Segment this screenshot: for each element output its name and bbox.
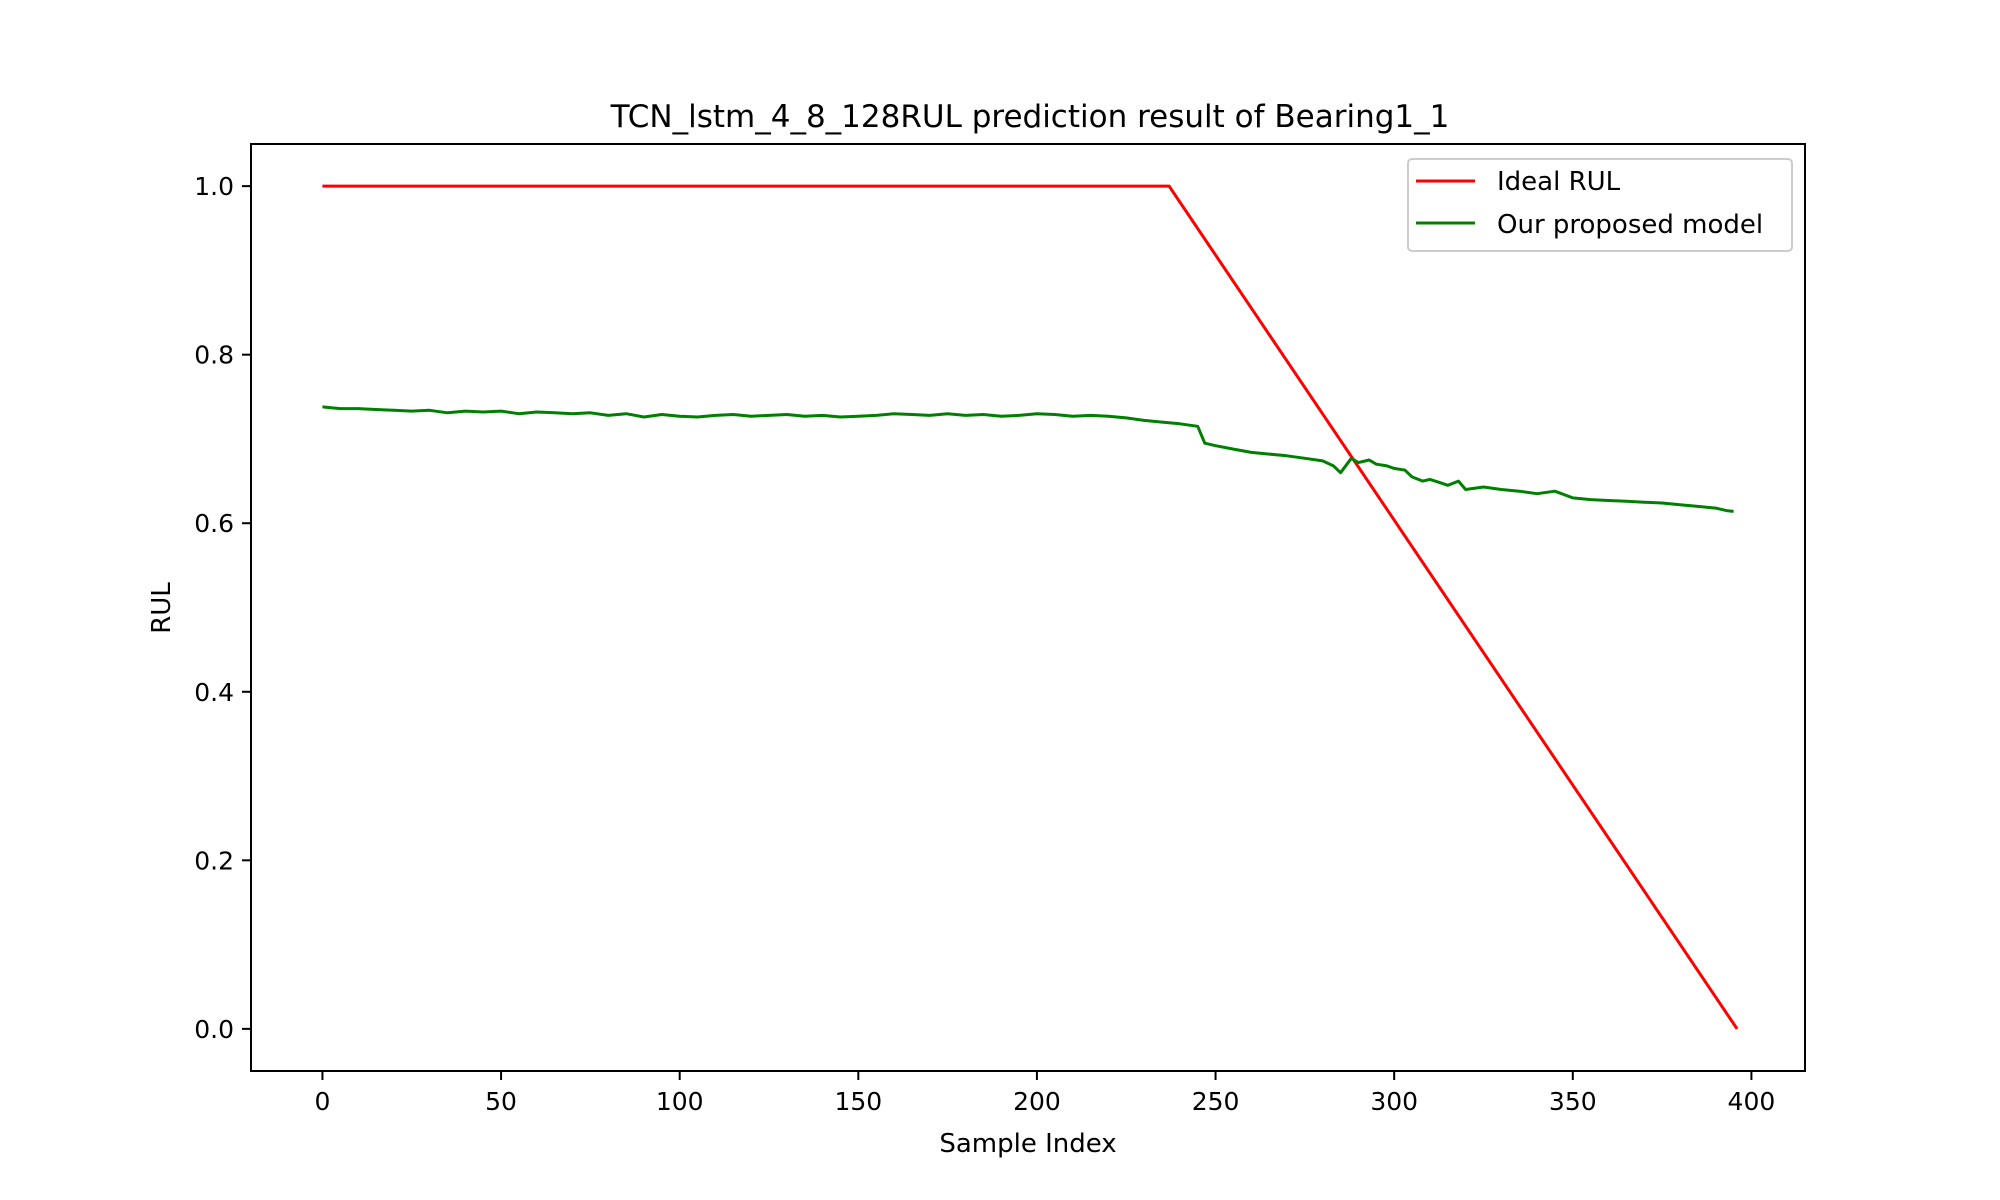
x-tick-label: 400: [1728, 1087, 1776, 1116]
legend: Ideal RUL Our proposed model: [1407, 158, 1793, 252]
y-tick-label: 0.0: [194, 1015, 234, 1044]
x-tick-label: 250: [1192, 1087, 1240, 1116]
series-line-1: [322, 405, 1734, 513]
y-tick-label: 1.0: [194, 172, 234, 201]
x-tick-label: 300: [1370, 1087, 1418, 1116]
y-tick-label: 0.8: [194, 341, 234, 370]
plot-lines: [322, 184, 1739, 1030]
y-axis-label: RUL: [147, 582, 177, 634]
x-axis-label: Sample Index: [939, 1129, 1116, 1159]
x-tick-label: 0: [314, 1087, 330, 1116]
y-axis-ticks: 0.0 0.2 0.4 0.6 0.8 1.0: [194, 172, 251, 1044]
y-tick-label: 0.6: [194, 509, 234, 538]
legend-label-ideal-rul: Ideal RUL: [1497, 167, 1621, 197]
y-tick-label: 0.2: [194, 846, 234, 875]
chart-title: TCN_lstm_4_8_128RUL prediction result of…: [610, 99, 1450, 135]
legend-label-proposed-model: Our proposed model: [1497, 210, 1763, 240]
x-tick-label: 200: [1013, 1087, 1061, 1116]
x-tick-label: 50: [485, 1087, 517, 1116]
series-line-0: [322, 184, 1739, 1030]
x-tick-label: 150: [834, 1087, 882, 1116]
y-tick-label: 0.4: [194, 678, 234, 707]
x-tick-label: 350: [1549, 1087, 1597, 1116]
axes-frame: [250, 143, 1806, 1072]
legend-box: [1407, 158, 1793, 252]
x-tick-label: 100: [656, 1087, 704, 1116]
x-axis-ticks: 0 50 100 150 200 250 300 350 400: [314, 1071, 1775, 1116]
